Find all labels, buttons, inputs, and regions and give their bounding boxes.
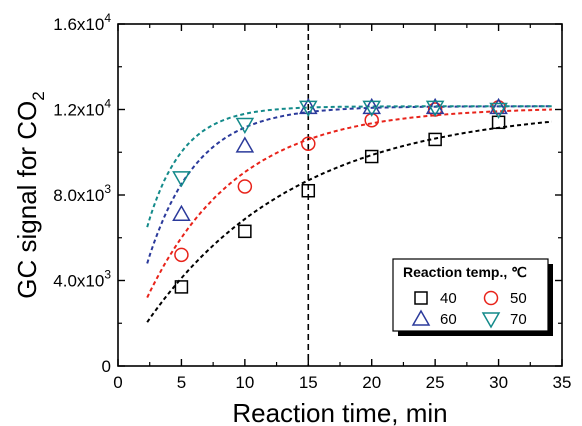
point-60-30	[489, 97, 508, 115]
point-70-20	[362, 100, 382, 117]
fit-curve-60	[146, 105, 552, 264]
y-tick-label-8000: 8.0x103	[53, 182, 111, 205]
legend: Reaction temp., ℃ 40 50 60 70	[392, 258, 553, 336]
point-40-25	[428, 132, 442, 147]
y-tick-label-12000: 1.2x104	[53, 97, 111, 120]
y-tick-label-4000: 4.0x103	[53, 268, 111, 291]
point-70-30	[489, 102, 508, 120]
data-markers	[172, 97, 508, 294]
legend-label-40: 40	[440, 290, 457, 307]
y-tick-label-0: 0	[102, 357, 111, 376]
y-axis-label-subscript: 2	[29, 91, 48, 100]
x-axis-label: Reaction time, min	[232, 398, 447, 426]
point-70-15	[298, 100, 318, 117]
legend-box	[392, 258, 549, 332]
point-60-10	[235, 136, 255, 153]
x-tick-label-5: 5	[177, 373, 186, 392]
fit-curve-50	[146, 108, 552, 299]
point-40-10	[238, 224, 252, 239]
legend-marker-70	[481, 312, 501, 329]
x-tick-label-15: 15	[299, 373, 318, 392]
y-axis-label-main: GC signal for CO	[12, 101, 42, 299]
point-60-25	[425, 97, 445, 115]
x-tick-label-35: 35	[553, 373, 572, 392]
x-tick-label-10: 10	[235, 373, 254, 392]
legend-label-70: 70	[510, 311, 527, 328]
y-axis-label: GC signal for CO2	[12, 91, 48, 298]
point-50-10	[237, 179, 253, 194]
point-40-15	[301, 183, 316, 198]
point-60-15	[298, 97, 318, 115]
point-60-20	[362, 97, 382, 115]
axis-ticks: 0 5 10 15 20 25 30 35 0 4.0x103 8.0x103 1.2x104 1.6x…	[53, 11, 571, 392]
point-60-5	[172, 204, 191, 221]
fit-curve-40	[146, 120, 553, 323]
point-50-5	[174, 247, 189, 263]
legend-label-50: 50	[510, 290, 527, 307]
point-70-10	[235, 117, 255, 134]
fit-curve-70	[146, 105, 552, 228]
legend-marker-40	[414, 291, 428, 305]
point-40-20	[364, 149, 379, 164]
legend-marker-50	[483, 290, 499, 306]
legend-label-60: 60	[440, 311, 457, 328]
x-tick-label-30: 30	[489, 373, 508, 392]
legend-title: Reaction temp., ℃	[403, 264, 527, 280]
x-tick-label-25: 25	[426, 373, 445, 392]
x-tick-label-0: 0	[113, 373, 122, 392]
point-70-25	[425, 100, 445, 117]
legend-marker-60	[411, 309, 431, 326]
point-70-5	[172, 171, 191, 188]
point-50-15	[301, 136, 316, 151]
fit-curves	[146, 105, 553, 323]
y-tick-label-16000: 1.6x104	[53, 11, 111, 34]
x-tick-label-20: 20	[362, 373, 381, 392]
point-40-5	[174, 280, 189, 294]
